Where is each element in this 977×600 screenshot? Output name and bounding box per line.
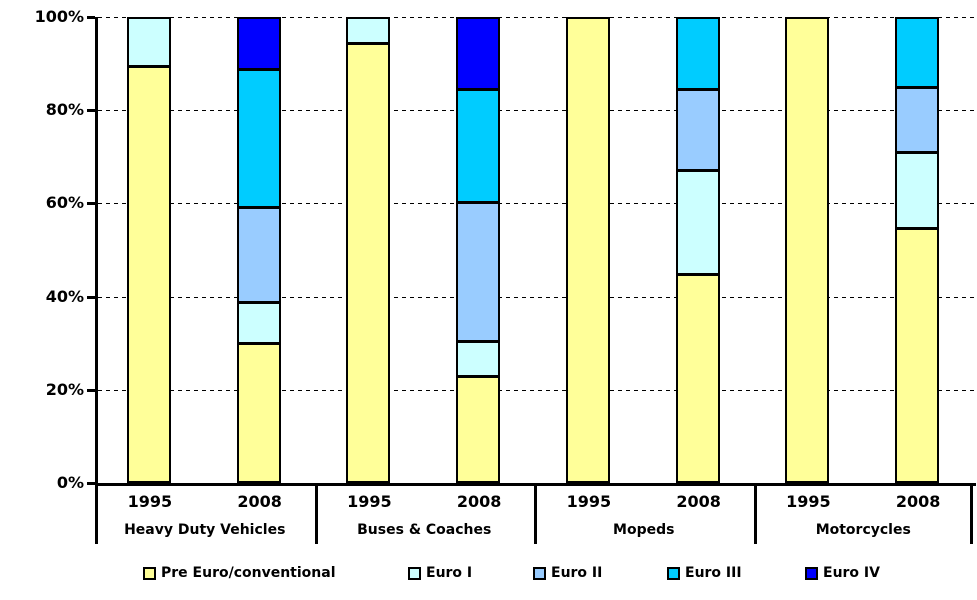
legend-item-euro-iii: Euro III <box>667 566 742 580</box>
category-divider <box>314 486 318 544</box>
year-label-motorcycles-2008: 2008 <box>895 492 941 511</box>
bar-segment-pre-euro-conventional <box>897 226 938 481</box>
bar-segment-euro-iii <box>458 88 499 202</box>
legend-swatch-euro-i <box>408 566 421 580</box>
y-axis-tick-20 <box>87 388 95 392</box>
gridline-60 <box>98 203 976 205</box>
gridline-20 <box>98 389 976 391</box>
y-axis-label-20: 20% <box>45 379 84 399</box>
group-label-buses-coaches: Buses & Coaches <box>357 522 492 538</box>
year-label-heavy-duty-vehicles-1995: 1995 <box>127 492 173 511</box>
year-label-buses-coaches-1995: 1995 <box>347 492 392 511</box>
bar-segment-euro-iv <box>238 19 279 68</box>
y-axis-label-100: 100% <box>34 7 84 26</box>
y-axis-tick-40 <box>87 295 95 299</box>
bar-segment-pre-euro-conventional <box>348 42 389 481</box>
bar-segment-euro-ii <box>458 201 499 341</box>
bar-segment-pre-euro-conventional <box>458 374 499 481</box>
bar-buses-coaches-2008 <box>456 17 501 483</box>
y-axis-tick-100 <box>87 16 95 19</box>
bar-segment-pre-euro-conventional <box>128 65 169 481</box>
y-axis-tick-0 <box>87 482 95 485</box>
bar-mopeds-1995 <box>565 17 610 483</box>
y-axis-label-40: 40% <box>45 286 84 306</box>
bar-segment-pre-euro-conventional <box>787 19 828 481</box>
year-label-motorcycles-1995: 1995 <box>786 492 831 511</box>
legend-swatch-euro-iii <box>667 566 680 580</box>
bar-segment-euro-i <box>128 19 169 66</box>
year-label-buses-coaches-2008: 2008 <box>456 492 502 511</box>
bar-segment-euro-ii <box>677 88 718 170</box>
year-label-mopeds-1995: 1995 <box>566 492 612 511</box>
bar-mopeds-2008 <box>675 17 720 483</box>
y-axis-label-80: 80% <box>45 100 84 120</box>
legend-item-pre-euro-conventional: Pre Euro/conventional <box>143 566 336 580</box>
legend-label-euro-iv: Euro IV <box>823 565 880 581</box>
group-label-heavy-duty-vehicles: Heavy Duty Vehicles <box>124 522 286 538</box>
category-divider <box>95 486 98 544</box>
y-axis-tick-80 <box>87 109 95 113</box>
bar-segment-euro-i <box>677 169 718 274</box>
bar-segment-euro-iv <box>458 19 499 89</box>
bar-segment-euro-i <box>348 19 389 43</box>
legend-label-euro-iii: Euro III <box>685 565 742 581</box>
legend-swatch-pre-euro-conventional <box>143 566 156 580</box>
bar-segment-euro-ii <box>238 206 279 301</box>
gridline-40 <box>98 296 976 298</box>
bar-segment-euro-iii <box>677 19 718 89</box>
group-label-mopeds: Mopeds <box>613 522 675 538</box>
category-axis-label-area: 1995 2008 Heavy Duty Vehicles 1995 2008 Buses… <box>95 486 976 544</box>
legend-swatch-euro-iv <box>805 566 818 580</box>
bar-motorcycles-1995 <box>785 17 830 483</box>
bar-segment-euro-ii <box>897 85 938 151</box>
y-axis-label-0: 0% <box>56 473 84 492</box>
bar-heavy-duty-vehicles-1995 <box>126 17 171 483</box>
bar-motorcycles-2008 <box>895 17 940 483</box>
category-divider <box>534 486 537 544</box>
bar-segment-pre-euro-conventional <box>238 342 279 481</box>
bar-segment-euro-i <box>897 150 938 227</box>
legend-item-euro-ii: Euro II <box>533 566 602 580</box>
legend-swatch-euro-ii <box>533 566 546 580</box>
gridline-80 <box>98 110 976 112</box>
bar-segment-euro-i <box>458 340 499 375</box>
legend-item-euro-i: Euro I <box>408 566 472 580</box>
bar-heavy-duty-vehicles-2008 <box>236 17 281 483</box>
year-label-mopeds-2008: 2008 <box>676 492 721 511</box>
bar-segment-euro-iii <box>897 19 938 86</box>
plot-area <box>95 17 976 486</box>
y-axis-tick-60 <box>87 202 95 206</box>
bar-segment-euro-iii <box>238 67 279 207</box>
legend-label-pre-euro-conventional: Pre Euro/conventional <box>161 565 336 581</box>
bar-segment-euro-i <box>238 300 279 343</box>
legend-label-euro-i: Euro I <box>426 565 473 581</box>
bar-segment-pre-euro-conventional <box>567 19 608 481</box>
year-label-heavy-duty-vehicles-2008: 2008 <box>237 492 282 511</box>
chart-legend: Pre Euro/conventional Euro I Euro II Eur… <box>0 562 977 588</box>
category-divider <box>970 486 973 544</box>
bar-segment-pre-euro-conventional <box>677 273 718 481</box>
category-divider <box>753 486 757 544</box>
gridline-100 <box>98 17 976 18</box>
bar-buses-coaches-1995 <box>346 17 391 483</box>
legend-label-euro-ii: Euro II <box>551 565 603 581</box>
legend-item-euro-iv: Euro IV <box>805 566 880 580</box>
y-axis-label-60: 60% <box>45 193 84 213</box>
group-label-motorcycles: Motorcycles <box>815 522 911 538</box>
